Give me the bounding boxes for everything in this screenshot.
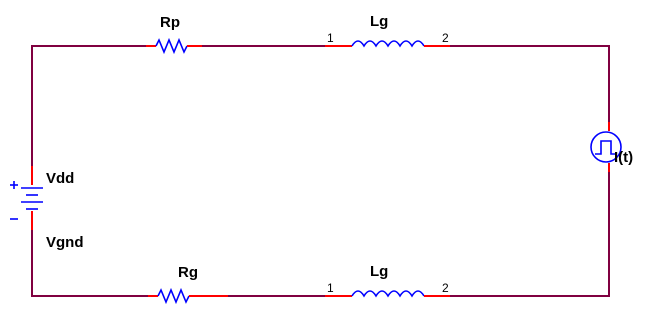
- resistor-icon: [155, 37, 188, 55]
- inductor-lg-top-label: Lg: [370, 13, 388, 30]
- wire-right-bottom: [449, 165, 610, 297]
- resistor-rg[interactable]: Rg: [148, 264, 228, 305]
- inductor-lg-top-pin2: 2: [442, 31, 449, 45]
- resistor-rp-label: Rp: [160, 14, 180, 31]
- battery-icon: [10, 181, 43, 220]
- resistor-icon: [157, 287, 190, 305]
- inductor-lg-top-pin1: 1: [327, 31, 334, 45]
- inductor-lg-top[interactable]: Lg 1 2: [325, 13, 450, 48]
- inductor-lg-bottom[interactable]: Lg 1 2: [325, 263, 450, 298]
- battery-vdd[interactable]: Vdd Vgnd: [10, 166, 84, 251]
- wire-top-right: [449, 45, 610, 129]
- inductor-lg-bottom-label: Lg: [370, 263, 388, 280]
- wire-top-left: [31, 45, 147, 173]
- current-source-label: I(t): [614, 149, 633, 166]
- resistor-rp[interactable]: Rp: [146, 14, 202, 55]
- pulse-waveform: [595, 140, 617, 155]
- battery-vdd-label: Vdd: [46, 170, 74, 187]
- battery-vgnd-label: Vgnd: [46, 234, 84, 251]
- inductor-icon: [351, 40, 425, 48]
- inductor-lg-bottom-pin1: 1: [327, 281, 334, 295]
- inductor-lg-bottom-pin2: 2: [442, 281, 449, 295]
- wire-bottom-left: [31, 223, 149, 297]
- current-source-it[interactable]: I(t): [590, 122, 633, 172]
- pulse-current-source-icon: [590, 131, 622, 163]
- wires: [31, 45, 610, 297]
- inductor-icon: [351, 290, 425, 298]
- resistor-rg-label: Rg: [178, 264, 198, 281]
